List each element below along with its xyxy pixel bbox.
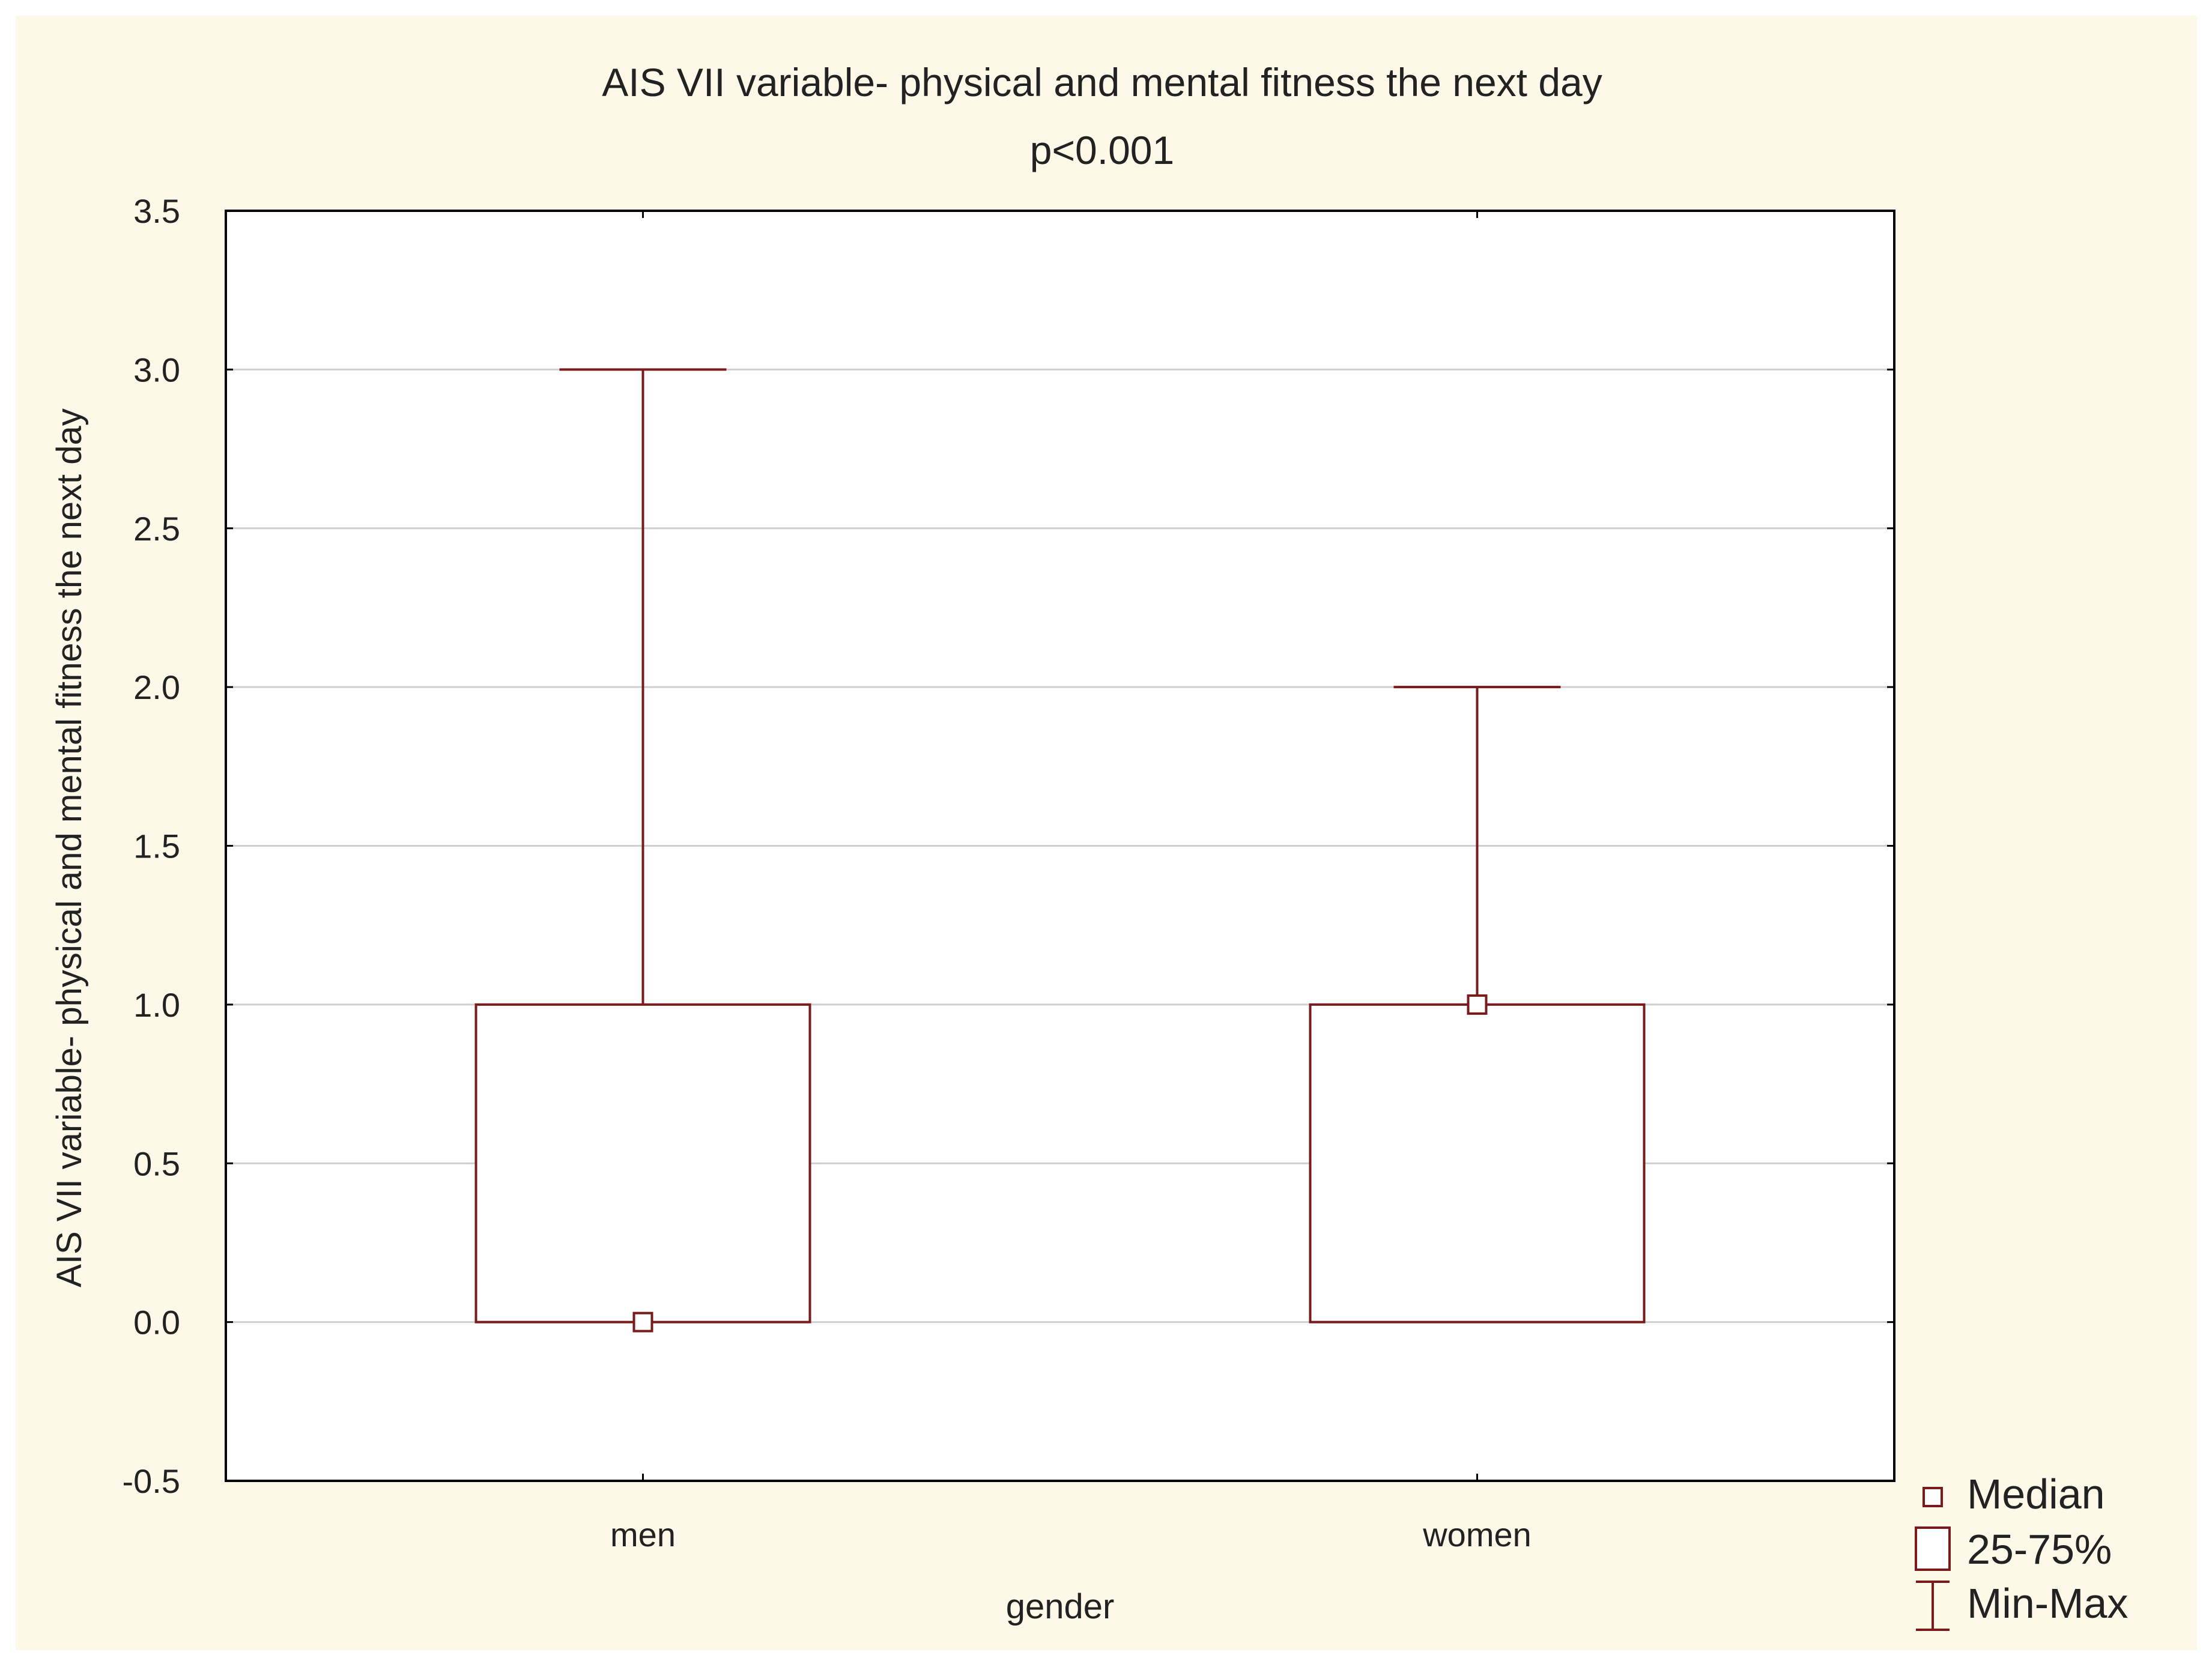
y-tick-label: 0.0 xyxy=(133,1304,180,1342)
box-women xyxy=(1309,1003,1646,1324)
x-axis-label: gender xyxy=(1006,1587,1115,1626)
y-tick-label: 2.5 xyxy=(133,510,180,548)
y-tick-label: 1.0 xyxy=(133,986,180,1024)
legend: Median 25-75% Min-Max xyxy=(1915,1471,2128,1631)
y-axis-label: AIS VII variable- physical and mental fi… xyxy=(50,408,89,1287)
chart-title: AIS VII variable- physical and mental fi… xyxy=(602,60,1602,104)
y-tick-label: -0.5 xyxy=(123,1462,181,1500)
legend-box-icon xyxy=(1915,1526,1951,1571)
box-men xyxy=(474,1003,811,1324)
legend-median-icon xyxy=(1923,1487,1943,1507)
legend-label: Min-Max xyxy=(1967,1580,2128,1627)
y-tick-label: 0.5 xyxy=(133,1145,180,1182)
y-tick-label: 3.5 xyxy=(133,192,180,230)
y-tick-label: 1.5 xyxy=(133,827,180,865)
chart-subtitle: p<0.001 xyxy=(1030,128,1174,172)
x-tick-label: women xyxy=(1422,1516,1532,1554)
boxes xyxy=(474,368,1646,1333)
x-tick-label: men xyxy=(610,1516,676,1554)
legend-label: Median xyxy=(1967,1471,2105,1517)
median-marker-men xyxy=(632,1312,653,1333)
axis-ticks: -0.5 0.0 0.5 1.0 1.5 2.0 2.5 3.0 3.5 men women xyxy=(123,192,1894,1554)
legend-label: 25-75% xyxy=(1967,1526,2112,1573)
median-marker-women xyxy=(1467,994,1488,1015)
y-tick-label: 3.0 xyxy=(133,351,180,389)
y-tick-label: 2.0 xyxy=(133,668,180,706)
